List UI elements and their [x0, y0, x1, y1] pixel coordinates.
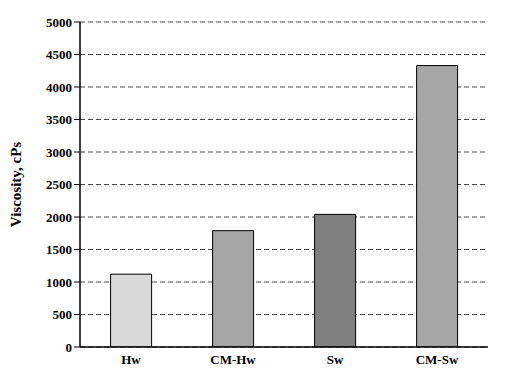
svg-text:4000: 4000 — [46, 80, 72, 95]
svg-text:500: 500 — [53, 307, 73, 322]
svg-text:1000: 1000 — [46, 275, 72, 290]
svg-text:1500: 1500 — [46, 242, 72, 257]
svg-text:5000: 5000 — [46, 15, 72, 30]
svg-text:3000: 3000 — [46, 145, 72, 160]
svg-text:CM-Sw: CM-Sw — [416, 352, 459, 367]
svg-text:Viscosity, cPs: Viscosity, cPs — [8, 142, 24, 227]
svg-text:CM-Hw: CM-Hw — [210, 352, 256, 367]
svg-text:2500: 2500 — [46, 177, 72, 192]
svg-text:0: 0 — [66, 340, 73, 355]
svg-text:Sw: Sw — [327, 352, 344, 367]
svg-text:Hw: Hw — [121, 352, 141, 367]
svg-text:4500: 4500 — [46, 47, 72, 62]
svg-text:2000: 2000 — [46, 210, 72, 225]
svg-text:3500: 3500 — [46, 112, 72, 127]
